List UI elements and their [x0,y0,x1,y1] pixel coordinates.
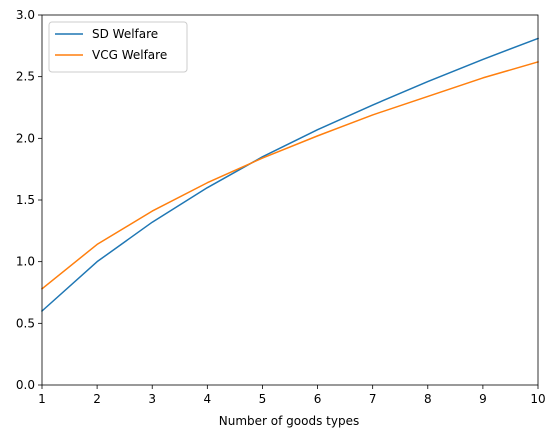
x-tick-label: 6 [314,392,322,406]
legend: SD Welfare VCG Welfare [48,21,188,73]
legend-box [48,21,188,73]
legend-label: VCG Welfare [92,48,167,62]
x-tick-label: 7 [369,392,377,406]
y-tick-label: 2.0 [16,131,35,145]
y-tick-label: 2.5 [16,70,35,84]
axes-layer: 1 2 3 4 5 6 7 8 9 10 0.0 0.5 1.0 1.5 2.0 2.5 3.0 [16,8,546,406]
legend-label: SD Welfare [92,27,158,41]
x-tick-label: 8 [424,392,432,406]
y-tick-label: 3.0 [16,8,35,22]
x-axis-label: Number of goods types [219,414,359,428]
y-tick-label: 1.0 [16,255,35,269]
series-line-1 [40,60,539,290]
y-tick-label: 0.5 [16,316,35,330]
y-tick-label: 1.5 [16,193,35,207]
y-tick-label: 0.0 [16,378,35,392]
x-tick-label: 1 [38,392,46,406]
x-tick-label: 3 [148,392,156,406]
x-tick-label: 4 [204,392,212,406]
x-tick-label: 9 [479,392,487,406]
x-tick-label: 5 [259,392,267,406]
series-layer [40,37,539,313]
series-line-0 [40,37,539,313]
x-tick-label: 2 [93,392,101,406]
x-tick-label: 10 [530,392,545,406]
